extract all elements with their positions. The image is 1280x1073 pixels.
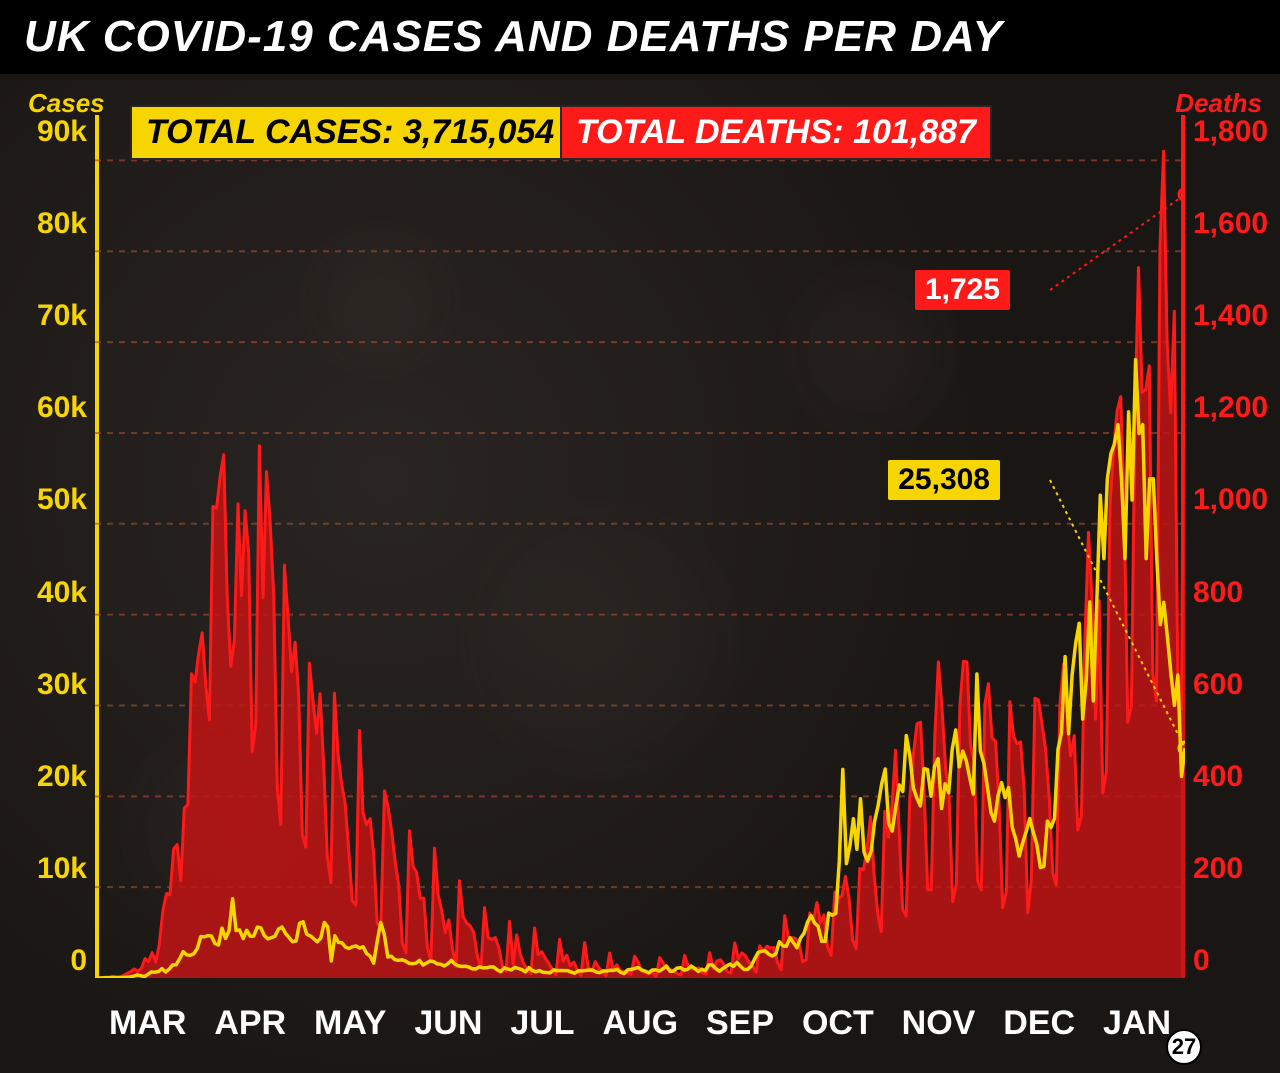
y-left-tick: 50k <box>5 483 95 517</box>
y-right-tick: 0 <box>1185 944 1275 978</box>
x-tick: APR <box>214 1004 286 1043</box>
x-tick: NOV <box>902 1004 976 1043</box>
y-axis-left: 90k 80k 70k 60k 50k 40k 30k 20k 10k 0 <box>5 115 95 978</box>
y-axis-right: 1,800 1,600 1,400 1,200 1,000 800 600 400 200 0 <box>1185 115 1275 978</box>
y-right-tick: 200 <box>1185 852 1275 886</box>
x-tick: AUG <box>603 1004 679 1043</box>
x-tick: OCT <box>802 1004 874 1043</box>
cases-callout: 25,308 <box>888 460 1000 500</box>
total-deaths-badge: TOTAL DEATHS: 101,887 <box>560 105 992 160</box>
y-right-tick: 1,600 <box>1185 207 1275 241</box>
y-right-tick: 1,200 <box>1185 391 1275 425</box>
y-left-tick: 10k <box>5 852 95 886</box>
chart-svg <box>95 115 1185 978</box>
x-axis: MAR APR MAY JUN JUL AUG SEP OCT NOV DEC JAN <box>95 1004 1185 1043</box>
y-left-tick: 90k <box>5 115 95 149</box>
y-right-tick: 1,400 <box>1185 299 1275 333</box>
y-right-tick: 1,000 <box>1185 483 1275 517</box>
x-tick: JUN <box>414 1004 482 1043</box>
x-tick: MAY <box>314 1004 386 1043</box>
x-tick: JUL <box>510 1004 574 1043</box>
y-right-tick: 1,800 <box>1185 115 1275 149</box>
x-tick: SEP <box>706 1004 774 1043</box>
y-left-tick: 30k <box>5 668 95 702</box>
y-left-tick: 60k <box>5 391 95 425</box>
date-marker: 27 <box>1166 1029 1202 1065</box>
y-left-tick: 20k <box>5 760 95 794</box>
page-title: UK COVID-19 CASES AND DEATHS PER DAY <box>0 0 1280 74</box>
y-right-tick: 800 <box>1185 576 1275 610</box>
y-left-tick: 40k <box>5 576 95 610</box>
x-tick: MAR <box>109 1004 186 1043</box>
plot-area <box>95 115 1185 978</box>
total-cases-badge: TOTAL CASES: 3,715,054 <box>130 105 570 160</box>
y-left-tick: 70k <box>5 299 95 333</box>
deaths-callout: 1,725 <box>915 270 1010 310</box>
y-right-tick: 400 <box>1185 760 1275 794</box>
y-right-tick: 600 <box>1185 668 1275 702</box>
chart-container: Cases Deaths 90k80k70k60k50k40k30k20k10k… <box>0 80 1280 1073</box>
y-left-tick: 80k <box>5 207 95 241</box>
x-tick: DEC <box>1003 1004 1075 1043</box>
y-left-tick: 0 <box>5 944 95 978</box>
x-tick: JAN <box>1103 1004 1171 1043</box>
